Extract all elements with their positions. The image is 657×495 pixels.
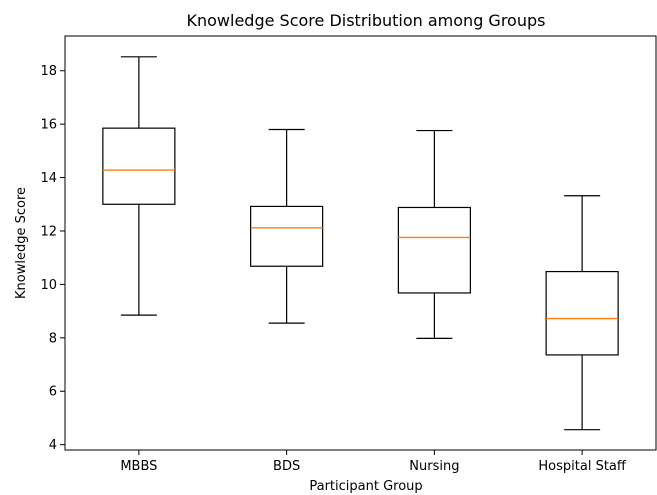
y-tick-label: 10 [40,278,57,293]
y-tick-label: 6 [49,385,57,400]
plot-frame [64,35,657,451]
y-tick-label: 12 [40,224,57,239]
box-iqr [102,127,176,205]
y-tick-label: 18 [40,64,57,79]
x-tick-label: BDS [273,459,300,474]
box-iqr [397,206,471,294]
x-tick-label: Nursing [409,459,459,474]
x-tick-label: MBBS [120,459,157,474]
y-axis-label: Knowledge Score [14,187,29,299]
box-iqr [250,205,324,267]
box-iqr [545,270,619,356]
x-axis-label: Participant Group [309,479,422,494]
y-tick-label: 14 [40,171,57,186]
chart-title: Knowledge Score Distribution among Group… [187,11,546,30]
plot-area: 4 6 8 10 12 14 16 18 MBBS BDS Nursing Hospital Staf… [40,35,657,474]
x-tick-label: Hospital Staff [538,459,626,474]
y-tick-label: 8 [49,331,57,346]
y-tick-label: 16 [40,118,57,133]
y-tick-label: 4 [49,438,57,453]
